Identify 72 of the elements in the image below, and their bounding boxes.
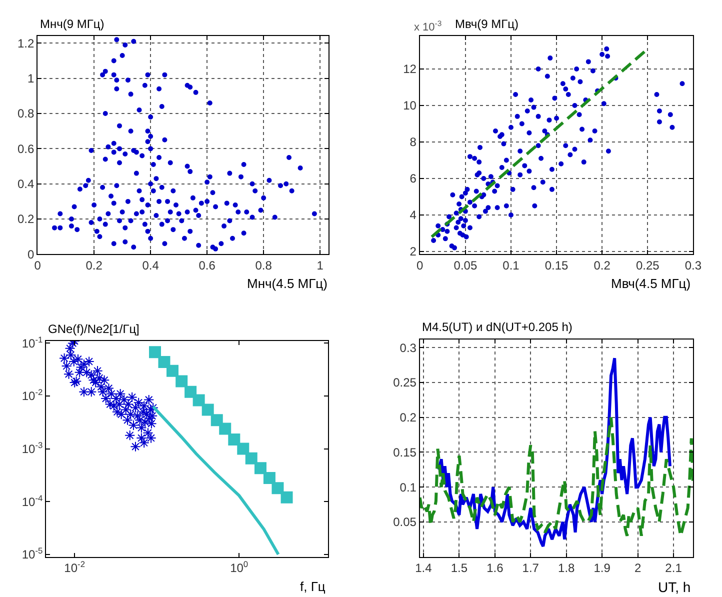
line-series <box>420 416 694 538</box>
y-tick-label: 0.05 <box>393 515 417 530</box>
x-tick-label: 0.3 <box>684 258 702 273</box>
x-tick-label: 0.2 <box>86 258 103 273</box>
x-axis-title: Мнч(4.5 МГц) <box>247 276 328 291</box>
chart-title: M4.5(UT) и dN(UT+0.205 h) <box>422 320 572 334</box>
y-tick-label: 10$^{-2}$ <box>22 387 43 404</box>
y-tick-label: 0.25 <box>393 376 417 390</box>
y-tick-label: 0 <box>27 247 34 262</box>
y-tick-label: 1 <box>27 72 34 86</box>
x-tick-label: 10$^{-2}$ <box>64 559 86 576</box>
point <box>263 472 276 484</box>
y-tick-label: 1.2 <box>17 36 34 50</box>
point <box>184 386 197 398</box>
x-axis-title: Мвч(4.5 МГц) <box>611 276 691 291</box>
x-tick-label: 0.8 <box>255 258 272 273</box>
point <box>280 491 293 504</box>
y-tick-label: 0.15 <box>393 445 417 460</box>
x-tick-label: 0.1 <box>502 258 520 273</box>
y-tick-label: 10$^{-5}$ <box>22 546 43 562</box>
y-tick-label: 6 <box>410 172 417 186</box>
x-tick-label: 1.6 <box>486 561 504 576</box>
y-tick-label: 0.6 <box>17 142 34 156</box>
point <box>176 375 188 388</box>
y-tick-label: 0.8 <box>17 106 34 121</box>
point <box>219 422 232 435</box>
x-tick-label: 0.2 <box>594 258 611 273</box>
y-tick-label: 10$^{-1}$ <box>22 334 43 350</box>
chart-title: Мнч(9 МГц) <box>40 17 104 31</box>
x-tick-label: 0.25 <box>636 258 660 273</box>
x-axis-title: UT, h <box>658 579 691 595</box>
point <box>245 452 258 464</box>
point <box>254 462 266 474</box>
point <box>210 414 223 426</box>
x-tick-label: 0.6 <box>198 258 216 273</box>
y-tick-label: 2 <box>410 244 417 259</box>
chart-title: Мвч(9 МГц) <box>455 17 518 31</box>
x-tick-label: 2.1 <box>665 561 682 576</box>
point <box>237 442 250 455</box>
x-tick-label: 1.9 <box>594 561 611 576</box>
chart-title: GNe(f)/Ne2[1/Гц] <box>48 322 140 336</box>
y-tick-label: 10$^{-3}$ <box>22 440 43 456</box>
point <box>228 434 240 446</box>
x-tick-label: 0.05 <box>454 258 478 273</box>
point <box>166 364 178 377</box>
point <box>149 346 162 358</box>
x-axis-title: f, Гц <box>300 579 326 594</box>
point <box>158 356 170 368</box>
text: x 10$^{-3}$ <box>414 19 442 34</box>
x-tick-label: 1.7 <box>522 561 540 576</box>
y-tick-label: 10 <box>403 98 417 113</box>
y-tick-label: 0.2 <box>17 212 34 226</box>
x-tick-label: 1.5 <box>450 561 468 576</box>
y-tick-label: 8 <box>410 135 417 150</box>
y-tick-label: 4 <box>410 208 417 222</box>
x-tick-label: 10$^{0}$ <box>230 559 248 576</box>
y-tick-label: 12 <box>403 62 417 76</box>
line-series <box>437 356 672 548</box>
point <box>272 482 284 494</box>
x-tick-label: 0.4 <box>142 258 160 273</box>
y-tick-label: 0.1 <box>400 480 417 494</box>
point <box>202 404 214 416</box>
point <box>192 394 205 406</box>
x-tick-label: 1.4 <box>415 561 432 576</box>
y-tick-label: 0.3 <box>400 340 417 355</box>
y-tick-label: 0.4 <box>17 177 34 192</box>
y-tick-label: 10$^{-4}$ <box>22 492 43 509</box>
x-tick-label: 0.15 <box>544 258 569 273</box>
x-tick-label: 1.8 <box>558 561 576 576</box>
y-tick-label: 0.2 <box>400 410 417 425</box>
x-tick-label: 2 <box>634 561 642 576</box>
x-tick-label: 1 <box>316 258 324 273</box>
